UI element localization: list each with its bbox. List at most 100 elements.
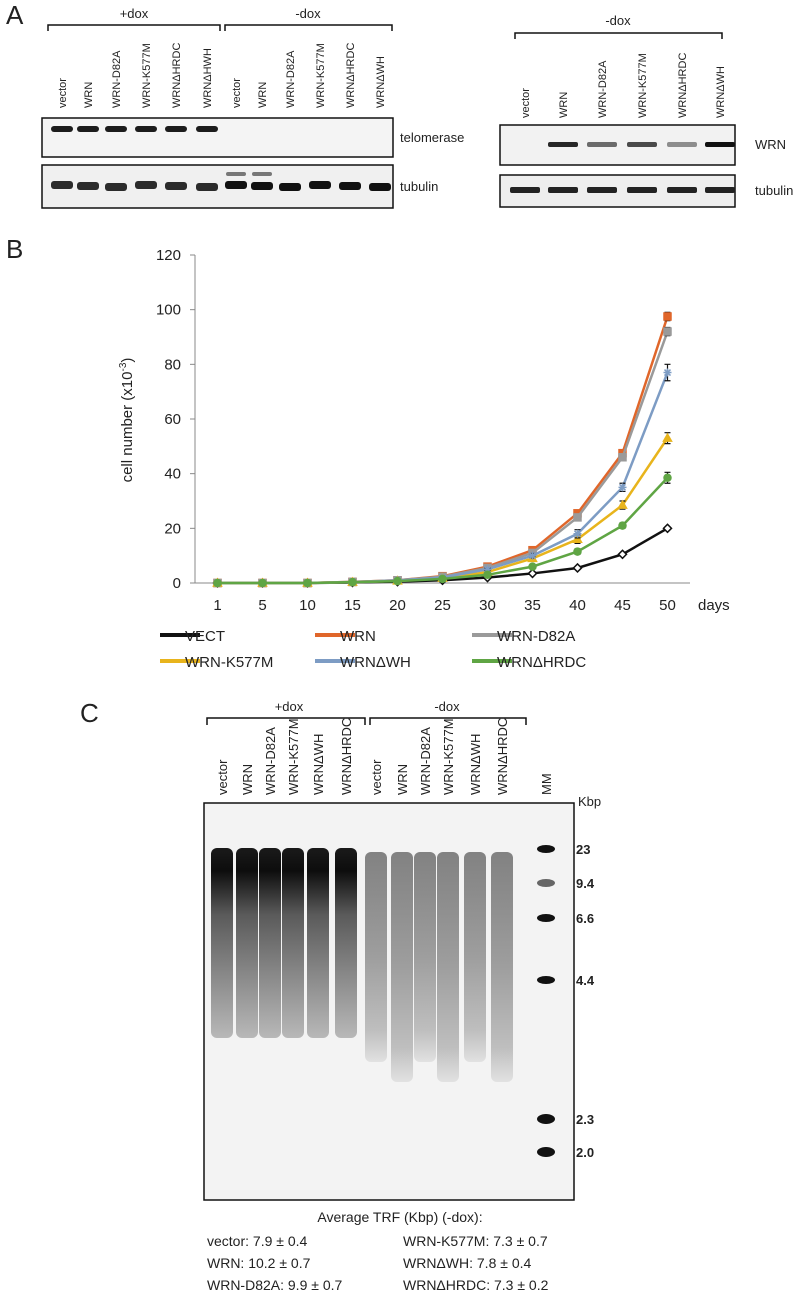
band: [105, 183, 127, 191]
band: [705, 142, 735, 147]
y-tick-label: 120: [156, 247, 181, 264]
marker-size: 23: [576, 842, 590, 857]
band: [165, 182, 187, 190]
band: [51, 181, 73, 189]
point: [617, 549, 628, 560]
smear: [391, 852, 413, 1082]
series-line: [217, 476, 669, 585]
x-tick-label: 15: [344, 597, 361, 614]
marker-band: [537, 976, 555, 984]
smear: [464, 852, 486, 1062]
lane-label: WRNΔHRDC: [345, 43, 357, 108]
y-axis-label-text: ): [119, 358, 136, 363]
row-label: tubulin: [400, 179, 438, 194]
panel-label: C: [80, 698, 99, 728]
band: [369, 183, 391, 191]
x-tick-label: 45: [614, 597, 631, 614]
band: [309, 181, 331, 189]
smear: [259, 848, 281, 1038]
row-label: telomerase: [400, 130, 464, 145]
marker-band: [537, 879, 555, 887]
row-label: tubulin: [755, 183, 793, 198]
lane-label: WRNΔHRDC: [495, 718, 510, 795]
band: [135, 126, 157, 132]
marker-band: [537, 845, 555, 853]
marker-size: 6.6: [576, 911, 594, 926]
x-axis-label: days: [698, 597, 730, 614]
band: [77, 126, 99, 132]
smear: [211, 848, 233, 1038]
series-line: [217, 372, 669, 585]
smear: [307, 848, 329, 1038]
marker-size: 2.3: [576, 1112, 594, 1127]
lane-label: WRNΔWH: [375, 56, 387, 108]
x-tick-label: 50: [659, 597, 676, 614]
lane-label: WRN-D82A: [263, 727, 278, 795]
point: [528, 551, 537, 560]
summary-entry: WRN-D82A: 9.9 ± 0.7: [207, 1277, 342, 1293]
y-axis-label: cell number (x10-3): [118, 358, 136, 483]
lane-label: WRN: [83, 82, 95, 108]
band: [251, 182, 273, 190]
point: [663, 473, 672, 483]
point: [527, 568, 538, 579]
group-label: +dox: [120, 6, 149, 21]
y-axis-label-text: cell number (x10: [119, 372, 136, 483]
point: [618, 483, 627, 492]
y-tick-label: 0: [173, 575, 181, 592]
point: [662, 432, 673, 442]
lane-label: WRNΔWH: [715, 66, 727, 118]
point: [483, 570, 492, 580]
lane-label: WRN-D82A: [418, 727, 433, 795]
x-tick-label: 5: [258, 597, 266, 614]
series-line: [217, 316, 669, 585]
lane-label: WRN: [257, 82, 269, 108]
band: [226, 172, 246, 176]
point: [438, 574, 447, 584]
smear: [414, 852, 436, 1062]
summary-entry: WRNΔWH: 7.8 ± 0.4: [403, 1255, 531, 1271]
point: [393, 576, 402, 586]
point: [618, 453, 627, 462]
band: [225, 181, 247, 189]
bracket: [206, 717, 527, 725]
lane-label: MM: [539, 773, 554, 795]
group-label: -dox: [605, 13, 631, 28]
legend-label: VECT: [185, 628, 225, 645]
band: [77, 182, 99, 190]
blot: [499, 124, 736, 166]
lane-label: WRN-D82A: [285, 50, 297, 108]
unit-label: Kbp: [578, 794, 601, 809]
lane-label: vector: [57, 78, 69, 108]
lane-label: vector: [215, 759, 230, 795]
summary-entry: WRN: 10.2 ± 0.7: [207, 1255, 311, 1271]
lane-label: WRN: [558, 92, 570, 118]
y-tick-label: 60: [164, 411, 181, 428]
point: [483, 565, 492, 574]
band: [667, 187, 697, 193]
marker-size: 9.4: [576, 876, 595, 891]
y-tick-label: 80: [164, 356, 181, 373]
summary-entry: WRN-K577M: 7.3 ± 0.7: [403, 1233, 548, 1249]
lane-label: WRNΔHRDC: [171, 43, 183, 108]
smear: [236, 848, 258, 1038]
series-line: [217, 331, 669, 585]
point: [663, 368, 672, 377]
x-tick-label: 25: [434, 597, 451, 614]
band: [587, 142, 617, 147]
band: [279, 183, 301, 191]
x-tick-label: 10: [299, 597, 316, 614]
summary-entry: vector: 7.9 ± 0.4: [207, 1233, 308, 1249]
point: [213, 578, 222, 588]
point: [573, 513, 582, 522]
lane-label: WRN-D82A: [111, 50, 123, 108]
legend-label: WRNΔHRDC: [497, 654, 586, 671]
row-label: WRN: [755, 137, 786, 152]
lane-label: WRN-K577M: [141, 43, 153, 108]
point: [618, 521, 627, 530]
smear: [282, 848, 304, 1038]
band: [548, 187, 578, 193]
smear: [491, 852, 513, 1082]
x-tick-label: 35: [524, 597, 541, 614]
